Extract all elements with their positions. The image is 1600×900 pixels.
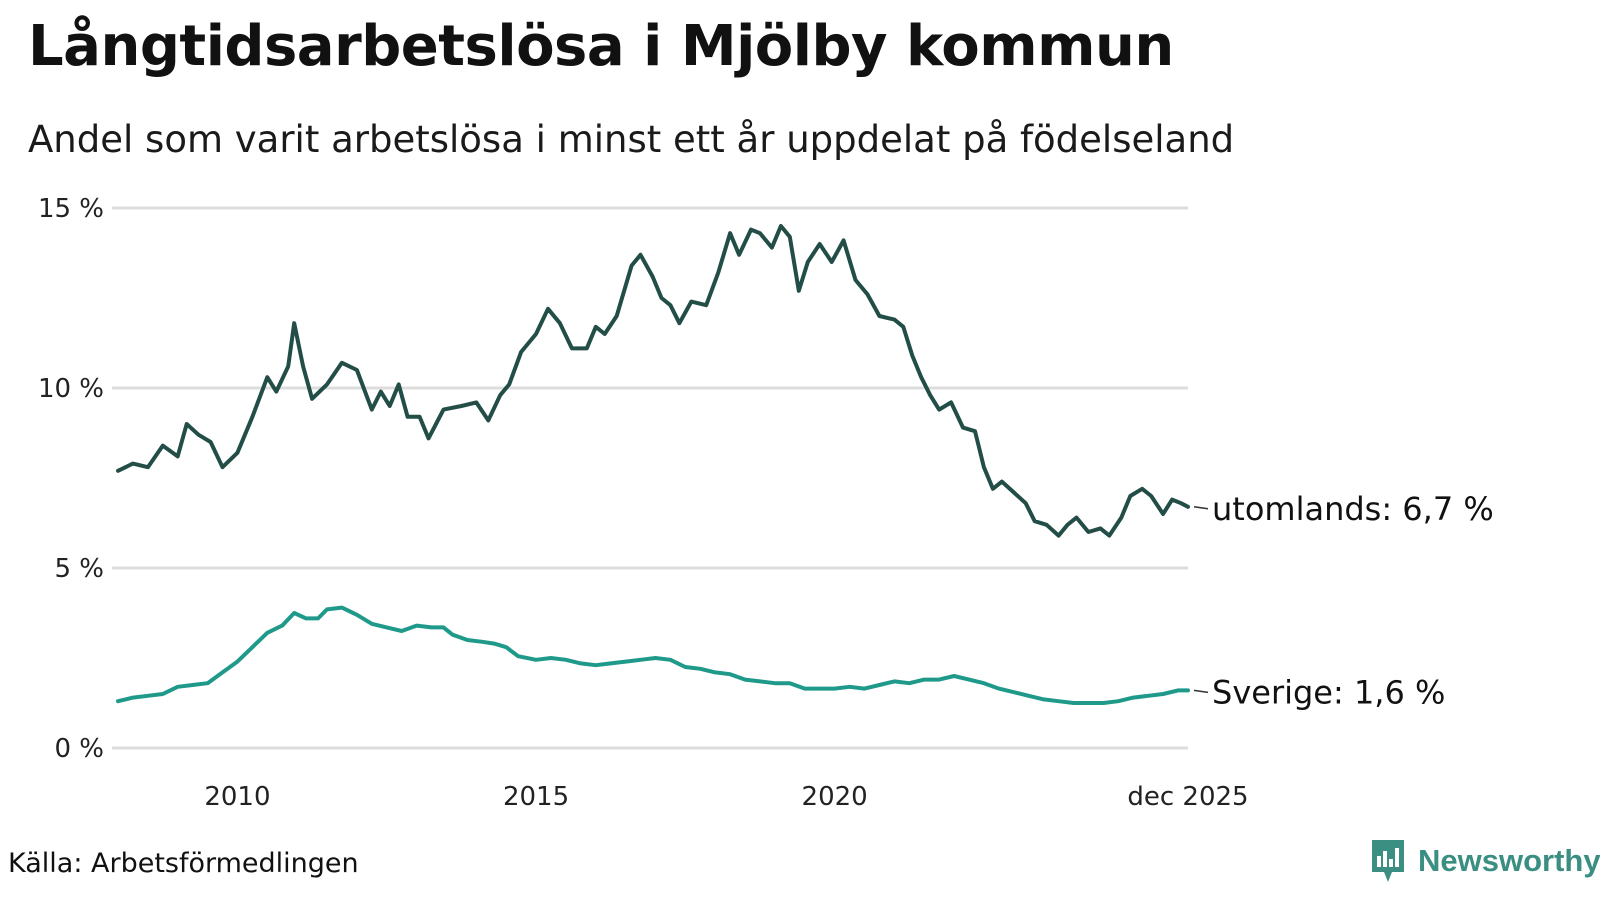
- y-tick-label: 10 %: [38, 374, 104, 404]
- x-tick-label: 2015: [503, 782, 569, 812]
- series-layer: [116, 224, 1190, 705]
- series-line-utomlands: [116, 224, 1190, 538]
- x-tick-label: 2010: [204, 782, 270, 812]
- x-tick-label: 2020: [802, 782, 868, 812]
- series-end-label-sverige: Sverige: 1,6 %: [1212, 673, 1445, 711]
- y-axis: 0 % 5 % 10 % 15 %: [38, 194, 104, 764]
- y-tick-label: 0 %: [54, 734, 104, 764]
- line-chart: 0 % 5 % 10 % 15 % 2010 2015 2020 dec 2025 utom…: [38, 194, 1494, 812]
- brand-name: Newsworthy: [1418, 843, 1600, 878]
- x-axis: 2010 2015 2020 dec 2025: [204, 782, 1248, 812]
- series-labels: utomlands: 6,7 % Sverige: 1,6 %: [1193, 490, 1494, 711]
- label-leader-line: [1193, 506, 1209, 510]
- series-line-sverige: [116, 605, 1190, 705]
- newsworthy-logo-icon: [1372, 840, 1404, 882]
- x-tick-label: dec 2025: [1127, 782, 1248, 812]
- y-tick-label: 15 %: [38, 194, 104, 224]
- label-leader-line: [1193, 689, 1209, 694]
- source-note: Källa: Arbetsförmedlingen: [8, 848, 359, 879]
- grid-layer: [112, 206, 1188, 750]
- brand-logo: Newsworthy: [1370, 836, 1600, 886]
- chart-title: Långtidsarbetslösa i Mjölby kommun: [28, 14, 1174, 79]
- y-tick-label: 5 %: [54, 554, 104, 584]
- series-end-label-utomlands: utomlands: 6,7 %: [1212, 490, 1494, 528]
- chart-subtitle: Andel som varit arbetslösa i minst ett å…: [28, 118, 1235, 161]
